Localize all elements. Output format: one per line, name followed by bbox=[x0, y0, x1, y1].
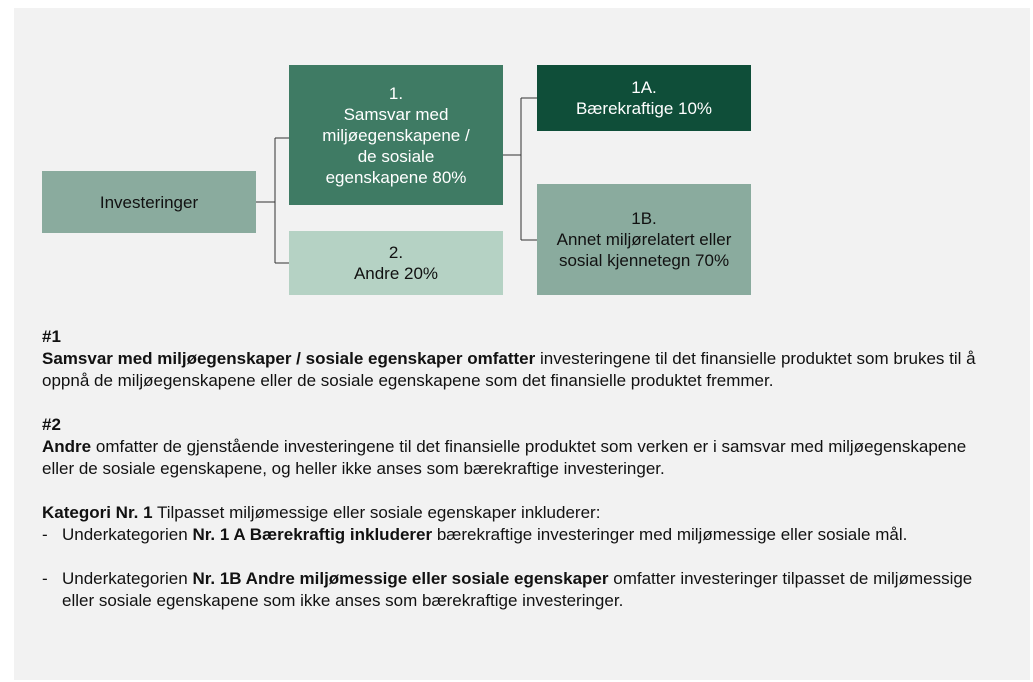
node: 1. Samsvar med miljøegenskapene / de sosial… bbox=[289, 65, 503, 205]
node: 1A. Bærekraftige 10% bbox=[537, 65, 751, 131]
node: 2. Andre 20% bbox=[289, 231, 503, 295]
bold-text: Samsvar med miljøegenskaper / sosiale eg… bbox=[42, 349, 536, 368]
text: Underkategorien bbox=[62, 525, 188, 544]
list-item: - Underkategorien Nr. 1 A Bærekraftig in… bbox=[42, 524, 1002, 546]
list-item: - Underkategorien Nr. 1B Andre miljømess… bbox=[42, 568, 1002, 612]
node: Investeringer bbox=[42, 171, 256, 233]
node-label: Andre 20% bbox=[353, 264, 439, 283]
category: Kategori Nr. 1 Tilpasset miljømessige el… bbox=[42, 502, 1002, 612]
text: omfatter de gjenstående investeringene t… bbox=[42, 437, 967, 478]
bold-text: Andre bbox=[42, 437, 92, 456]
text: Underkategorien bbox=[62, 569, 188, 588]
node-label: Samsvar med bbox=[343, 104, 449, 124]
text: omfatter investeringer tilpasset de milj… bbox=[62, 569, 973, 610]
node-label: egenskapene 80% bbox=[325, 167, 467, 187]
node-label: 2. bbox=[388, 243, 404, 262]
node-label: 1. bbox=[388, 83, 404, 103]
node-label: 1B. bbox=[631, 209, 657, 228]
text: Tilpasset miljømessige eller sosiale ege… bbox=[156, 503, 601, 522]
panel bbox=[14, 8, 1030, 680]
heading: #1 bbox=[42, 327, 61, 346]
section-1: #1 Samsvar med miljøegenskaper / sosiale… bbox=[42, 326, 1002, 392]
node-label: Investeringer bbox=[99, 192, 199, 212]
node-label: de sosiale bbox=[357, 146, 435, 166]
notes: #1 Samsvar med miljøegenskaper / sosiale… bbox=[42, 326, 1002, 634]
bullet: - bbox=[42, 525, 48, 544]
text: bærekraftige investeringer med miljømess… bbox=[436, 525, 908, 544]
heading: #2 bbox=[42, 415, 61, 434]
node-label: miljøegenskapene / bbox=[322, 125, 470, 145]
node-label: sosial kjennetegn 70% bbox=[558, 251, 730, 270]
node-label: 1A. bbox=[631, 78, 657, 97]
node-label: Annet miljørelatert eller bbox=[556, 230, 732, 249]
bold-text: Kategori Nr. 1 bbox=[42, 503, 153, 522]
bullet: - bbox=[42, 569, 48, 588]
section-2: #2 Andre omfatter de gjenstående investe… bbox=[42, 414, 1002, 480]
node-label: Bærekraftige 10% bbox=[575, 99, 713, 118]
text: investeringene til det finansielle produ… bbox=[42, 349, 976, 390]
bold-text: Nr. 1B Andre miljømessige eller sosiale … bbox=[192, 569, 609, 588]
bold-text: Nr. 1 A Bærekraftig inkluderer bbox=[192, 525, 433, 544]
node: 1B. Annet miljørelatert eller sosial kjenn… bbox=[537, 184, 751, 295]
